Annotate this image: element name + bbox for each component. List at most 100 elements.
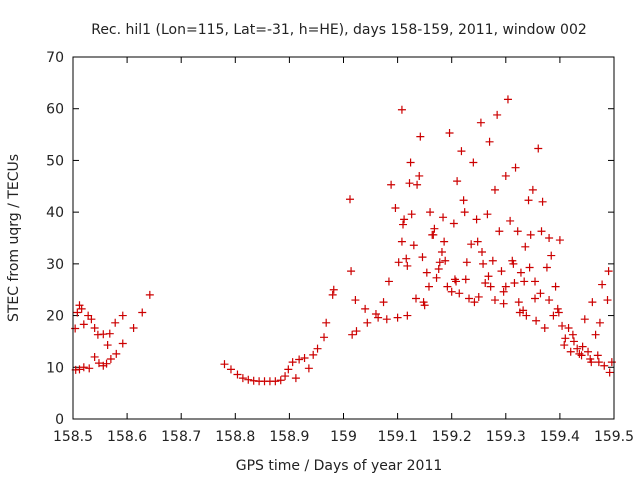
data-point [462, 258, 471, 267]
data-point [432, 273, 441, 282]
data-point [537, 227, 546, 236]
data-point [397, 105, 406, 114]
data-point [600, 361, 609, 370]
data-point [473, 237, 482, 246]
data-point [405, 179, 414, 188]
data-point [403, 311, 412, 320]
data-point [450, 275, 459, 284]
data-point [73, 308, 82, 317]
data-point [313, 344, 322, 353]
data-point [459, 196, 468, 205]
data-point [553, 304, 562, 313]
data-point [467, 240, 476, 249]
data-point [309, 350, 318, 359]
data-point [564, 323, 573, 332]
data-point [394, 258, 403, 267]
data-point [560, 341, 569, 350]
data-point [569, 337, 578, 346]
data-point [511, 163, 520, 172]
x-tick-label: 158.9 [269, 429, 309, 445]
data-point [322, 318, 331, 327]
data-point [538, 197, 547, 206]
data-point [605, 368, 614, 377]
data-point [452, 277, 461, 286]
data-point [540, 323, 549, 332]
data-point [422, 268, 431, 277]
data-point [71, 324, 80, 333]
data-point [457, 147, 466, 156]
data-points [71, 95, 616, 386]
data-point [345, 195, 354, 204]
data-point [531, 277, 540, 286]
data-point [525, 263, 534, 272]
data-point [329, 285, 338, 294]
data-point [470, 298, 479, 307]
data-point [484, 272, 493, 281]
data-point [551, 282, 560, 291]
y-tick-label: 70 [46, 50, 64, 66]
data-point [531, 294, 540, 303]
data-point [577, 351, 586, 360]
data-point [145, 290, 154, 299]
data-point [481, 278, 490, 287]
data-point [447, 287, 456, 296]
data-point [521, 242, 530, 251]
data-point [276, 376, 285, 385]
data-point [415, 171, 424, 180]
data-point [435, 258, 444, 267]
data-point [607, 358, 616, 367]
data-point [409, 241, 418, 250]
data-point [486, 282, 495, 291]
data-point [406, 158, 415, 167]
data-point [549, 311, 558, 320]
data-point [598, 280, 607, 289]
data-point [295, 355, 304, 364]
data-point [379, 298, 388, 307]
data-point [532, 316, 541, 325]
data-point [281, 372, 290, 381]
data-point [474, 292, 483, 301]
data-point [591, 330, 600, 339]
data-point [411, 294, 420, 303]
data-point [495, 227, 504, 236]
x-tick-label: 158.8 [215, 429, 255, 445]
data-point [399, 220, 408, 229]
data-point [461, 275, 470, 284]
data-point [554, 308, 563, 317]
data-point [347, 267, 356, 276]
data-point [271, 377, 280, 386]
y-tick-label: 30 [46, 257, 64, 273]
data-point [515, 308, 524, 317]
data-point [485, 137, 494, 146]
data-point [509, 259, 518, 268]
data-point [603, 296, 612, 305]
data-point [536, 289, 545, 298]
data-point [588, 298, 597, 307]
x-tick-label: 158.5 [53, 429, 93, 445]
data-point [479, 259, 488, 268]
data-point [587, 358, 596, 367]
data-point [363, 318, 372, 327]
data-point [352, 327, 361, 336]
x-axis-title: GPS time / Days of year 2011 [236, 458, 443, 474]
data-point [555, 236, 564, 245]
data-point [578, 342, 587, 351]
x-tick-label: 158.7 [161, 429, 201, 445]
data-point [604, 267, 613, 276]
data-point [77, 304, 86, 313]
data-point [465, 294, 474, 303]
data-point [284, 365, 293, 374]
data-point [455, 289, 464, 298]
data-point [94, 359, 103, 368]
data-point [118, 339, 127, 348]
chart-title: Rec. hil1 (Lon=115, Lat=-31, h=HE), days… [91, 22, 587, 38]
data-point [472, 215, 481, 224]
data-point [111, 318, 120, 327]
data-point [593, 351, 602, 360]
data-point [501, 171, 510, 180]
data-point [382, 315, 391, 324]
data-point [85, 364, 94, 373]
y-tick-label: 40 [46, 205, 64, 221]
data-point [561, 334, 570, 343]
